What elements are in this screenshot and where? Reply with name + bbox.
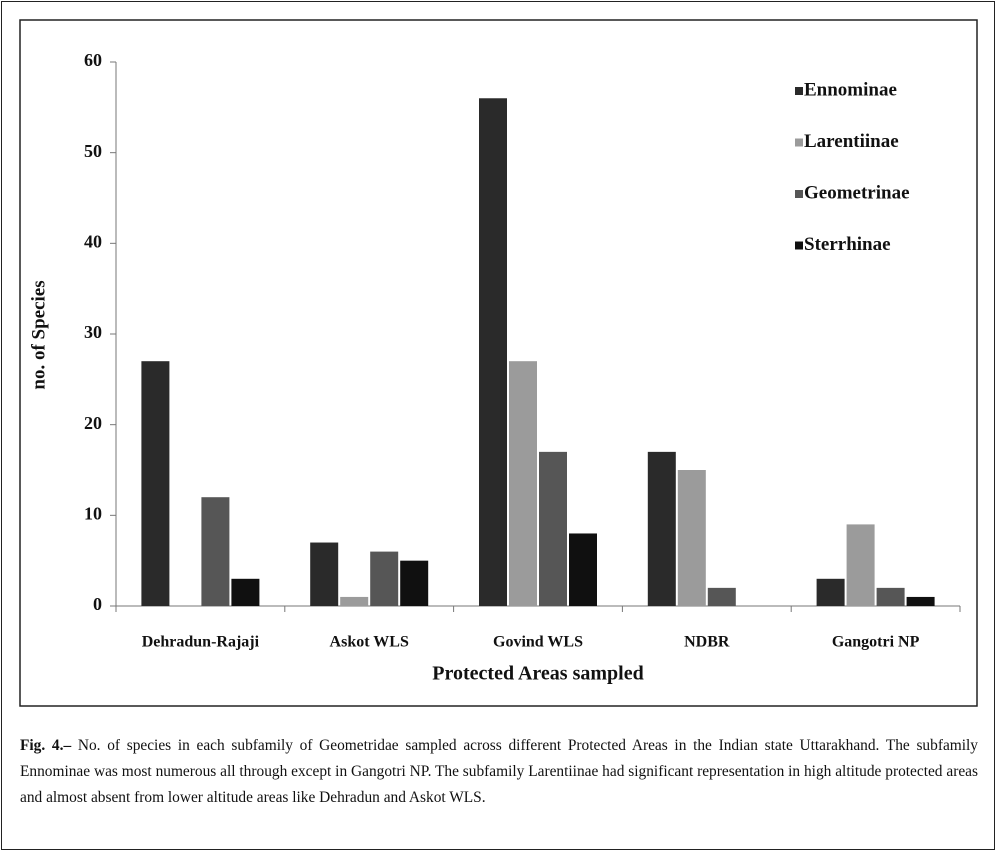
y-tick-label: 40 — [84, 231, 102, 251]
bar — [141, 361, 170, 606]
caption: Fig. 4.– No. of species in each subfamil… — [20, 733, 978, 811]
y-tick-label: 60 — [84, 50, 102, 70]
x-tick-label: Askot WLS — [330, 634, 409, 651]
chart-frame — [19, 19, 978, 707]
bar — [231, 578, 260, 606]
y-tick-label: 0 — [93, 594, 102, 614]
bar — [677, 470, 706, 606]
bar — [509, 361, 537, 606]
bar — [876, 587, 905, 606]
caption-label: Fig. 4.– — [20, 737, 72, 754]
bar — [707, 587, 736, 606]
y-tick-label: 30 — [84, 322, 102, 342]
bar — [846, 524, 875, 606]
bar — [201, 497, 230, 606]
legend-label: Larentiinae — [804, 131, 899, 152]
x-tick-label: NDBR — [684, 634, 730, 651]
legend-swatch — [795, 87, 803, 95]
bar — [539, 451, 567, 606]
legend-swatch — [795, 241, 803, 250]
bar — [906, 596, 935, 606]
bar — [569, 533, 597, 606]
y-axis-label: no. of Species — [28, 280, 49, 389]
legend-swatch — [795, 138, 803, 147]
bar — [479, 98, 507, 607]
legend-label: Sterrhinae — [804, 234, 891, 255]
legend-label: Geometrinae — [804, 182, 910, 203]
bar — [400, 560, 429, 606]
x-axis-label: Protected Areas sampled — [432, 663, 643, 685]
legend-label: Ennominae — [804, 79, 897, 100]
x-tick-label: Gangotri NP — [832, 634, 920, 651]
bar — [340, 596, 369, 606]
y-tick-label: 20 — [84, 413, 102, 433]
y-tick-label: 10 — [84, 503, 102, 523]
bar — [310, 542, 339, 606]
legend-swatch — [795, 190, 803, 198]
x-tick-label: Govind WLS — [493, 634, 583, 651]
y-tick-label: 50 — [84, 141, 102, 161]
bar — [370, 551, 399, 606]
bar — [647, 451, 676, 606]
bar — [816, 578, 845, 606]
caption-text: No. of species in each subfamily of Geom… — [20, 737, 978, 806]
x-tick-label: Dehradun-Rajaji — [142, 634, 260, 651]
